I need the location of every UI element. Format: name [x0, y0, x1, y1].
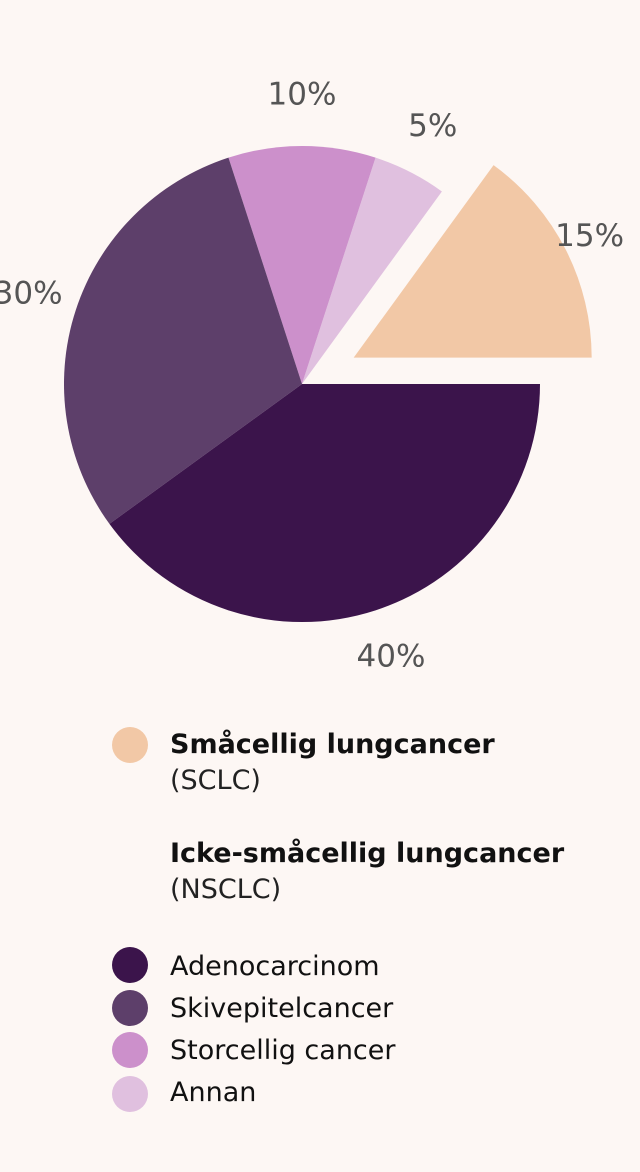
pie-slice-skivepitelcancer: [63, 157, 302, 524]
legend-swatch-adenocarcinom: [112, 947, 148, 983]
pie-label-skivepitelcancer: 30%: [0, 276, 63, 312]
pie-label-sm-cellig-lungcancer: 15%: [555, 218, 624, 254]
legend-item-storcellig: Storcellig cancer: [170, 1035, 396, 1066]
legend-swatch-annan: [112, 1076, 148, 1112]
pie-slice-adenocarcinom: [109, 384, 541, 623]
legend-nsclc-subtitle: (NSCLC): [170, 874, 282, 905]
pie-slice-sm-cellig-lungcancer: [353, 165, 592, 358]
legend-item-skivepitelcancer: Skivepitelcancer: [170, 993, 394, 1024]
pie-label-annan: 5%: [408, 108, 457, 144]
legend-sclc-title: Småcellig lungcancer: [170, 729, 495, 760]
legend-swatch-sclc: [112, 727, 148, 763]
pie-chart: 15% 5% 10% 30% 40%: [0, 77, 624, 675]
pie-slice-annan: [302, 157, 442, 384]
legend-item-annan: Annan: [170, 1077, 257, 1108]
pie-label-adenocarcinom: 40%: [357, 638, 426, 674]
legend-swatch-skivepitelcancer: [112, 990, 148, 1026]
pie-slice-storcellig-cancer: [228, 146, 376, 384]
legend-swatch-storcellig: [112, 1032, 148, 1068]
legend-nsclc-title: Icke-småcellig lungcancer: [170, 838, 565, 869]
legend-sclc-subtitle: (SCLC): [170, 765, 261, 796]
legend-item-adenocarcinom: Adenocarcinom: [170, 951, 380, 982]
pie-label-storcellig-cancer: 10%: [268, 77, 337, 113]
